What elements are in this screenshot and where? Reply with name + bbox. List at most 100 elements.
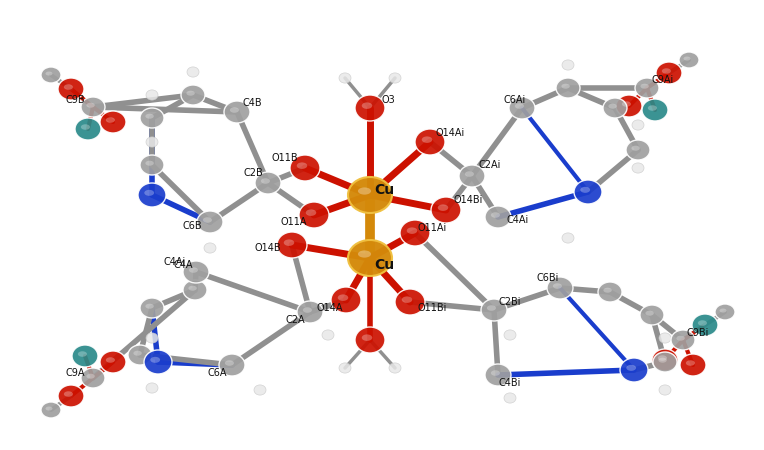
Ellipse shape — [358, 188, 371, 195]
Ellipse shape — [648, 105, 657, 111]
Ellipse shape — [562, 233, 574, 243]
Ellipse shape — [100, 111, 126, 133]
Text: O11Bi: O11Bi — [417, 303, 447, 313]
Ellipse shape — [642, 99, 668, 121]
Ellipse shape — [204, 243, 216, 253]
Ellipse shape — [656, 62, 682, 84]
Ellipse shape — [306, 209, 316, 216]
Text: O11B: O11B — [272, 153, 298, 163]
Ellipse shape — [603, 98, 627, 118]
Ellipse shape — [299, 202, 329, 228]
Ellipse shape — [631, 146, 639, 151]
Ellipse shape — [134, 351, 142, 356]
Ellipse shape — [604, 288, 612, 292]
Ellipse shape — [64, 391, 73, 397]
Ellipse shape — [339, 73, 351, 83]
Ellipse shape — [431, 197, 461, 223]
Ellipse shape — [485, 364, 511, 386]
Ellipse shape — [626, 365, 636, 371]
Ellipse shape — [348, 240, 392, 276]
Ellipse shape — [662, 68, 671, 74]
Ellipse shape — [485, 206, 511, 228]
Ellipse shape — [680, 354, 706, 376]
Ellipse shape — [348, 177, 392, 213]
Ellipse shape — [75, 118, 101, 140]
Ellipse shape — [635, 78, 659, 98]
Ellipse shape — [140, 155, 164, 175]
Ellipse shape — [230, 107, 239, 113]
Ellipse shape — [658, 355, 667, 361]
Text: O14Ai: O14Ai — [435, 128, 465, 138]
Ellipse shape — [189, 286, 197, 291]
Ellipse shape — [608, 104, 617, 109]
Ellipse shape — [509, 97, 535, 119]
Ellipse shape — [395, 289, 425, 315]
Ellipse shape — [692, 314, 718, 336]
Ellipse shape — [459, 165, 485, 187]
Ellipse shape — [140, 108, 164, 128]
Ellipse shape — [389, 73, 401, 83]
Ellipse shape — [402, 297, 413, 303]
Ellipse shape — [338, 294, 348, 301]
Ellipse shape — [659, 385, 671, 395]
Ellipse shape — [632, 163, 644, 173]
Ellipse shape — [145, 161, 154, 166]
Ellipse shape — [422, 136, 432, 143]
Text: O14B: O14B — [254, 243, 281, 253]
Ellipse shape — [671, 330, 695, 350]
Ellipse shape — [598, 282, 622, 302]
Ellipse shape — [438, 204, 448, 211]
Text: C4A: C4A — [173, 260, 193, 270]
Ellipse shape — [547, 277, 573, 299]
Ellipse shape — [255, 172, 281, 194]
Ellipse shape — [106, 117, 115, 123]
Ellipse shape — [81, 368, 105, 388]
Ellipse shape — [303, 307, 312, 313]
Ellipse shape — [652, 349, 678, 371]
Ellipse shape — [254, 385, 266, 395]
Ellipse shape — [186, 91, 195, 96]
Ellipse shape — [715, 304, 735, 320]
Ellipse shape — [640, 305, 664, 325]
Ellipse shape — [81, 97, 105, 117]
Ellipse shape — [181, 85, 205, 105]
Ellipse shape — [355, 327, 385, 353]
Ellipse shape — [146, 333, 158, 343]
Text: C6Ai: C6Ai — [504, 95, 526, 105]
Text: O11A: O11A — [280, 217, 307, 227]
Ellipse shape — [640, 84, 649, 89]
Ellipse shape — [465, 171, 474, 177]
Ellipse shape — [322, 330, 334, 340]
Ellipse shape — [225, 360, 234, 366]
Ellipse shape — [632, 120, 644, 130]
Ellipse shape — [145, 114, 154, 119]
Text: O14Bi: O14Bi — [453, 195, 483, 205]
Ellipse shape — [187, 67, 199, 77]
Ellipse shape — [146, 383, 158, 393]
Ellipse shape — [487, 305, 496, 311]
Ellipse shape — [72, 345, 98, 367]
Ellipse shape — [562, 84, 570, 89]
Ellipse shape — [224, 101, 250, 123]
Ellipse shape — [86, 374, 95, 379]
Text: O11Ai: O11Ai — [417, 223, 447, 233]
Ellipse shape — [296, 162, 307, 169]
Ellipse shape — [183, 280, 207, 300]
Ellipse shape — [151, 357, 160, 363]
Text: C6A: C6A — [207, 368, 227, 378]
Ellipse shape — [406, 227, 417, 234]
Text: C2Ai: C2Ai — [479, 160, 501, 170]
Ellipse shape — [556, 78, 580, 98]
Text: C4Ai: C4Ai — [507, 215, 529, 225]
Ellipse shape — [58, 385, 84, 407]
Ellipse shape — [659, 333, 671, 343]
Ellipse shape — [46, 72, 53, 76]
Ellipse shape — [41, 67, 61, 83]
Ellipse shape — [219, 354, 245, 376]
Ellipse shape — [81, 124, 90, 130]
Text: C9B: C9B — [65, 95, 85, 105]
Ellipse shape — [653, 352, 677, 372]
Ellipse shape — [515, 103, 524, 109]
Text: O14A: O14A — [317, 303, 343, 313]
Ellipse shape — [698, 320, 707, 326]
